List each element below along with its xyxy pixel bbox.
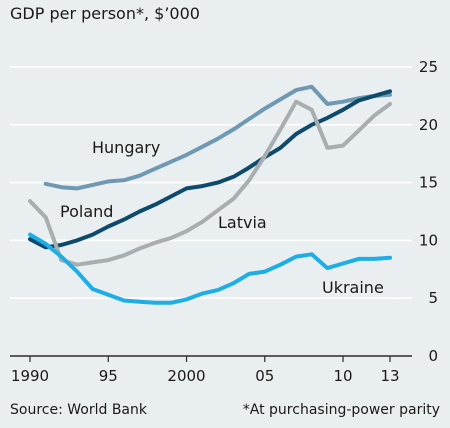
chart-title: GDP per person*, $’000 [10, 4, 200, 23]
x-tick-label-2000: 2000 [167, 367, 205, 385]
footnote: *At purchasing-power parity [242, 402, 440, 418]
series-label-poland: Poland [60, 202, 113, 221]
y-tick-label-0: 0 [428, 347, 438, 365]
x-tick-label-2010: 10 [333, 367, 352, 385]
series-line-latvia [28, 99, 392, 267]
y-tick-label-10: 10 [419, 231, 438, 249]
y-tick-label-15: 15 [419, 174, 438, 192]
series-label-hungary: Hungary [92, 138, 160, 157]
x-tick-label-2013: 13 [380, 367, 399, 385]
x-tick-label-2005: 05 [255, 367, 274, 385]
series-label-ukraine: Ukraine [322, 278, 384, 297]
x-tick-label-1990: 1990 [11, 367, 49, 385]
x-tick-label-1995: 95 [99, 367, 118, 385]
source-note: Source: World Bank [10, 402, 147, 418]
series-line-hungary [43, 84, 392, 191]
y-tick-label-5: 5 [428, 289, 438, 307]
y-tick-label-25: 25 [419, 58, 438, 76]
y-tick-label-20: 20 [419, 116, 438, 134]
series-line-poland [28, 89, 392, 250]
series-line-ukraine [28, 232, 392, 305]
series-label-latvia: Latvia [218, 213, 267, 232]
